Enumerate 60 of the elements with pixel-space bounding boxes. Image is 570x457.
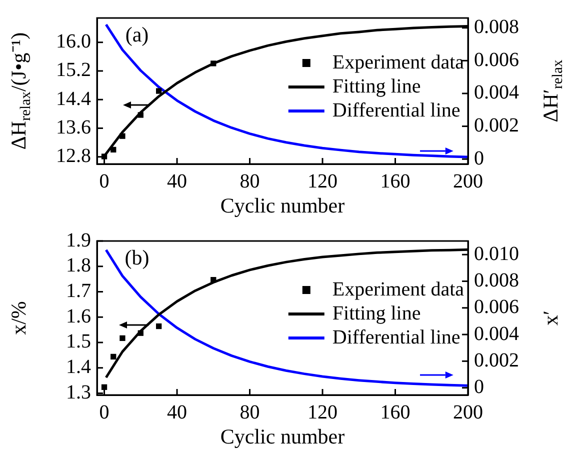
y2-tick-label: 0.010 <box>474 242 519 265</box>
y-tick-label: 13.6 <box>56 116 91 138</box>
y-tick-label: 15.2 <box>56 59 91 82</box>
y2-tick-label: 0.004 <box>474 322 519 345</box>
point <box>138 112 144 118</box>
y2-tick-label: 0.008 <box>474 16 519 38</box>
y-axis-title: x/% <box>6 301 31 335</box>
y-tick-label: 1.9 <box>66 229 91 252</box>
y-tick-label: 14.4 <box>56 88 91 110</box>
point <box>120 133 126 139</box>
x-tick-label: 0 <box>99 401 110 424</box>
point <box>156 323 162 330</box>
point <box>210 60 216 66</box>
legend-label: Differential line <box>332 99 460 122</box>
y2-tick-label: 0.004 <box>474 82 519 104</box>
x-tick-label: 80 <box>240 401 260 424</box>
y2-tick-label: 0.002 <box>474 114 519 137</box>
y-tick-label: 1.6 <box>66 305 91 328</box>
y-tick-label: 1.7 <box>66 280 91 302</box>
point <box>110 146 116 153</box>
point <box>110 354 116 360</box>
y-tick-label: 12.8 <box>56 145 91 168</box>
x-tick-label: 120 <box>308 401 338 424</box>
x-tick-label: 160 <box>380 170 410 192</box>
x-tick-label: 120 <box>308 170 338 192</box>
y2-tick-label: 0.008 <box>474 269 519 292</box>
x-tick-label: 200 <box>453 401 483 424</box>
y2-tick-label: 0.006 <box>474 296 519 318</box>
y-tick-label: 1.3 <box>66 381 91 404</box>
y-tick-label: 1.8 <box>66 254 91 277</box>
y-tick-label: 16.0 <box>56 30 91 53</box>
x-tick-label: 0 <box>99 170 110 192</box>
x-tick-label: 40 <box>167 170 188 192</box>
y2-axis-title: x′ <box>538 310 563 326</box>
y-tick-label: 1.4 <box>66 356 91 378</box>
y-tick-label: 1.5 <box>66 330 91 353</box>
annotation: (a) <box>125 22 149 47</box>
x-axis-title: Cyclic number <box>220 194 345 218</box>
x-tick-label: 80 <box>240 170 260 192</box>
point <box>210 276 216 283</box>
legend-label: Experiment data <box>332 51 464 74</box>
x-axis-title: Cyclic number <box>220 424 345 449</box>
y2-tick-label: 0.002 <box>474 349 519 372</box>
legend-label: Fitting line <box>332 302 421 324</box>
x-tick-label: 200 <box>453 170 483 192</box>
legend-label: Differential line <box>332 326 460 348</box>
y2-tick-label: 0.006 <box>474 48 519 71</box>
annotation: (b) <box>124 246 150 270</box>
x-tick-label: 160 <box>380 401 410 424</box>
legend-label: Experiment data <box>332 278 464 300</box>
y2-tick-label: 0 <box>474 376 484 398</box>
y2-tick-label: 0 <box>474 147 484 170</box>
legend-label: Fitting line <box>332 75 421 98</box>
y2-axis-title: ΔH′relax <box>538 59 566 122</box>
x-tick-label: 40 <box>167 401 188 424</box>
point <box>120 335 126 341</box>
y-axis-title: ΔHrelax/(J•g⁻¹) <box>6 32 34 150</box>
point <box>156 88 162 94</box>
point <box>138 330 144 336</box>
point <box>101 384 108 390</box>
